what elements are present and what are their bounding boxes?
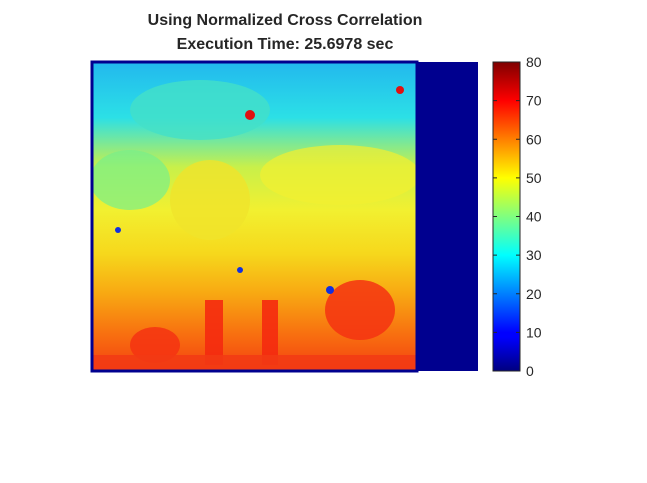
region-bottom-band	[92, 355, 417, 371]
colorbar-ticks: 0 10 20 30 40 50 60 70 80	[493, 54, 542, 379]
chart-title-line-1: Using Normalized Cross Correlation	[147, 12, 423, 29]
region-upper-right	[260, 145, 417, 205]
region-center	[170, 160, 250, 240]
colorbar-tick-label: 40	[526, 209, 542, 225]
noise-spot	[326, 286, 334, 294]
region-pillar-2	[262, 300, 278, 365]
region-upper-center	[130, 80, 270, 140]
colorbar: 0 10 20 30 40 50 60 70 80	[492, 54, 542, 379]
region-lower-right	[325, 280, 395, 340]
noise-spot	[115, 227, 121, 233]
colorbar-tick-label: 80	[526, 54, 542, 70]
noise-spot	[245, 110, 255, 120]
disparity-image	[90, 60, 478, 373]
colorbar-tick-label: 50	[526, 170, 542, 186]
chart-title-line-2: Execution Time: 25.6978 sec	[176, 36, 394, 53]
colorbar-tick-label: 20	[526, 286, 542, 302]
colorbar-tick-label: 60	[526, 131, 542, 147]
zero-disparity-band	[417, 62, 478, 371]
noise-spot	[396, 86, 404, 94]
region-lower-left	[130, 327, 180, 363]
colorbar-tick-label: 70	[526, 93, 542, 109]
colorbar-tick-label: 30	[526, 247, 542, 263]
colorbar-tick-label: 10	[526, 324, 542, 340]
region-pillar-1	[205, 300, 223, 365]
image-border	[90, 60, 419, 373]
region-left	[92, 150, 170, 210]
colorbar-gradient	[493, 62, 520, 371]
colorbar-tick-label: 0	[526, 363, 534, 379]
noise-spot	[237, 267, 243, 273]
disparity-regions	[92, 80, 417, 371]
